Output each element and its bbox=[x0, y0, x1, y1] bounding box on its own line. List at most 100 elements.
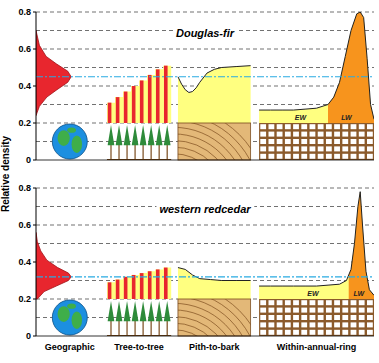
log-ring bbox=[178, 330, 220, 336]
tree-trunk bbox=[126, 143, 127, 159]
cell bbox=[351, 330, 357, 335]
cell bbox=[268, 308, 274, 313]
tree-area bbox=[107, 268, 171, 299]
title-patch bbox=[173, 26, 238, 40]
cell bbox=[367, 154, 373, 159]
cell bbox=[293, 146, 299, 151]
cell bbox=[342, 154, 348, 159]
cell bbox=[310, 146, 316, 151]
cell bbox=[351, 308, 357, 313]
within-ring-curve bbox=[259, 192, 374, 296]
cell bbox=[342, 124, 348, 129]
tree-trunk bbox=[151, 143, 152, 159]
log-ring bbox=[178, 299, 251, 336]
earlywood-area bbox=[259, 192, 374, 299]
grid-line bbox=[36, 225, 374, 226]
latewood-area bbox=[328, 12, 374, 123]
cell bbox=[310, 139, 316, 144]
tree-trunk bbox=[110, 319, 111, 335]
log-ring bbox=[178, 299, 251, 336]
cell bbox=[285, 308, 291, 313]
y-tick-label: 0.2 bbox=[18, 294, 31, 304]
y-tick-label: 0 bbox=[26, 155, 31, 165]
cell bbox=[260, 322, 266, 327]
cell bbox=[301, 132, 307, 137]
cell bbox=[260, 124, 266, 129]
cell bbox=[268, 315, 274, 320]
cell bbox=[326, 330, 332, 335]
cell bbox=[301, 124, 307, 129]
tree-trunk bbox=[143, 143, 144, 159]
cell bbox=[310, 330, 316, 335]
cell bbox=[318, 308, 324, 313]
cell bbox=[293, 300, 299, 305]
tree-crown bbox=[140, 301, 147, 321]
pith-to-bark-area bbox=[178, 66, 251, 123]
cell bbox=[318, 124, 324, 129]
cell bbox=[342, 322, 348, 327]
tree-bar bbox=[148, 75, 152, 123]
tree-bar bbox=[164, 66, 168, 123]
category-label: Within-annual-ring bbox=[277, 342, 356, 352]
cell bbox=[326, 132, 332, 137]
cell bbox=[277, 315, 283, 320]
tree-crown bbox=[148, 125, 155, 145]
cell bbox=[359, 146, 365, 151]
cell bbox=[326, 124, 332, 129]
cell bbox=[285, 139, 291, 144]
cell-icon bbox=[259, 299, 374, 336]
globe-land bbox=[72, 135, 83, 153]
cell bbox=[310, 300, 316, 305]
cell bbox=[351, 146, 357, 151]
grid-line bbox=[36, 67, 374, 68]
cell bbox=[367, 308, 373, 313]
cell bbox=[301, 322, 307, 327]
cell bbox=[260, 315, 266, 320]
tree-crown bbox=[116, 301, 123, 321]
tree-trunk bbox=[151, 319, 152, 335]
grid-line bbox=[36, 243, 374, 244]
cell bbox=[293, 154, 299, 159]
cell bbox=[285, 330, 291, 335]
tree-bar bbox=[140, 80, 144, 123]
tree-crown bbox=[164, 301, 171, 321]
grid-line bbox=[36, 49, 374, 50]
y-tick-label: 0.6 bbox=[18, 44, 31, 54]
log-icon bbox=[178, 299, 251, 336]
tree-crown bbox=[108, 125, 115, 145]
tree-crown bbox=[148, 301, 155, 321]
log-outline bbox=[178, 123, 251, 160]
y-tick bbox=[33, 86, 36, 87]
latewood-group bbox=[328, 12, 374, 123]
cell bbox=[367, 315, 373, 320]
y-axis-title: Relative density bbox=[0, 135, 11, 212]
latewood-label: LW bbox=[341, 114, 353, 121]
tree-trunk bbox=[110, 143, 111, 159]
tree-crown bbox=[132, 125, 139, 145]
tree-bar bbox=[132, 275, 136, 299]
cell bbox=[301, 330, 307, 335]
cell bbox=[318, 154, 324, 159]
latewood-label: LW bbox=[354, 290, 366, 297]
cell bbox=[359, 330, 365, 335]
globe-land bbox=[58, 130, 70, 146]
panel-title: western redcedar bbox=[159, 203, 251, 215]
cell bbox=[367, 330, 373, 335]
cell bbox=[285, 300, 291, 305]
globe-icon bbox=[52, 300, 87, 335]
cell bbox=[367, 146, 373, 151]
cell bbox=[260, 139, 266, 144]
cell bbox=[301, 300, 307, 305]
tree-bar bbox=[132, 86, 136, 123]
tree-crown bbox=[164, 125, 171, 145]
cell bbox=[342, 139, 348, 144]
cell bbox=[334, 300, 340, 305]
category-label: Tree-to-tree bbox=[114, 342, 164, 352]
y-tick bbox=[33, 12, 36, 13]
globe-land bbox=[58, 306, 70, 322]
y-tick bbox=[33, 336, 36, 337]
pith-to-bark-area bbox=[178, 268, 251, 299]
log-ring bbox=[178, 141, 233, 160]
tree-area bbox=[107, 66, 171, 123]
cell bbox=[351, 154, 357, 159]
